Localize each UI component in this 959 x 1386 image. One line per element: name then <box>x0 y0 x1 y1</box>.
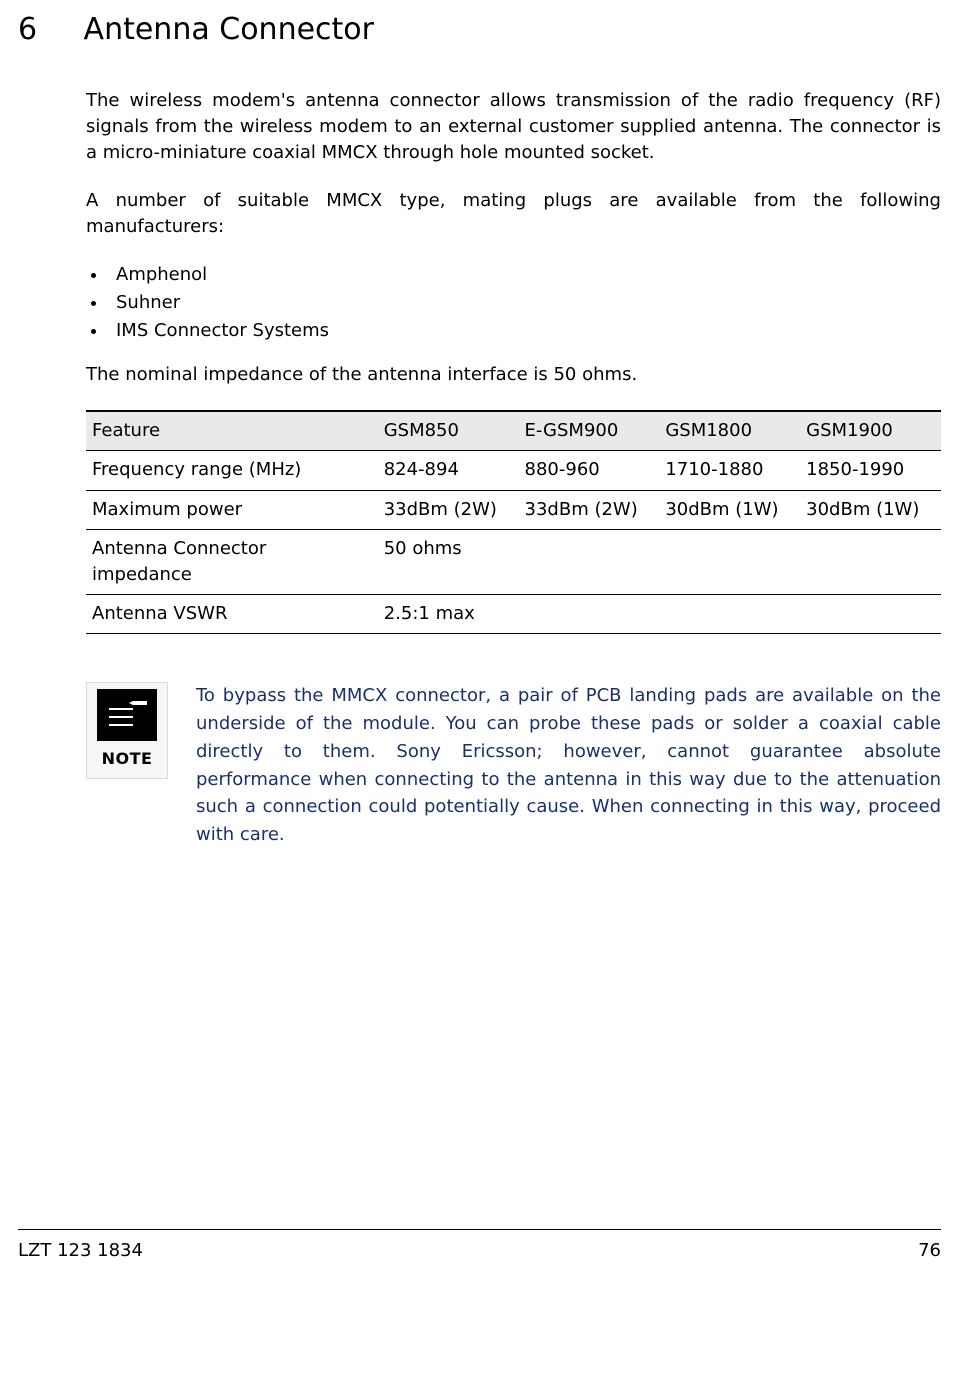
table-cell: Frequency range (MHz) <box>86 451 378 490</box>
manufacturer-list: Amphenol Suhner IMS Connector Systems <box>86 262 941 344</box>
table-cell: 30dBm (1W) <box>659 490 800 529</box>
paragraph-1: The wireless modem's antenna connector a… <box>86 88 941 166</box>
section-heading: 6 Antenna Connector <box>18 8 941 52</box>
table-cell: 824-894 <box>378 451 519 490</box>
footer-page-number: 76 <box>918 1238 941 1264</box>
table-cell: Maximum power <box>86 490 378 529</box>
table-cell: 880-960 <box>519 451 660 490</box>
table-cell: Antenna VSWR <box>86 594 378 633</box>
table-header: GSM1900 <box>800 411 941 451</box>
note-badge: NOTE <box>86 682 168 779</box>
note-block: NOTE To bypass the MMCX connector, a pai… <box>86 682 941 849</box>
note-label: NOTE <box>91 747 163 770</box>
table-cell: 2.5:1 max <box>378 594 941 633</box>
pencil-note-icon <box>97 689 157 741</box>
table-row: Antenna VSWR 2.5:1 max <box>86 594 941 633</box>
page-footer: LZT 123 1834 76 <box>18 1229 941 1264</box>
section-number: 6 <box>18 8 74 52</box>
table-header: Feature <box>86 411 378 451</box>
table-cell: 33dBm (2W) <box>378 490 519 529</box>
paragraph-3: The nominal impedance of the antenna int… <box>86 362 941 388</box>
table-cell: Antenna Connector impedance <box>86 529 378 594</box>
table-cell: 33dBm (2W) <box>519 490 660 529</box>
table-cell: 1710-1880 <box>659 451 800 490</box>
note-text: To bypass the MMCX connector, a pair of … <box>196 682 941 849</box>
list-item: Suhner <box>108 290 941 316</box>
table-header: E-GSM900 <box>519 411 660 451</box>
table-row: Frequency range (MHz) 824-894 880-960 17… <box>86 451 941 490</box>
list-item: IMS Connector Systems <box>108 318 941 344</box>
table-cell: 1850-1990 <box>800 451 941 490</box>
list-item: Amphenol <box>108 262 941 288</box>
table-header: GSM1800 <box>659 411 800 451</box>
table-header: GSM850 <box>378 411 519 451</box>
feature-table: Feature GSM850 E-GSM900 GSM1800 GSM1900 … <box>86 410 941 634</box>
table-cell: 30dBm (1W) <box>800 490 941 529</box>
section-title: Antenna Connector <box>84 12 374 47</box>
paragraph-2: A number of suitable MMCX type, mating p… <box>86 188 941 240</box>
footer-doc-id: LZT 123 1834 <box>18 1238 143 1264</box>
table-header-row: Feature GSM850 E-GSM900 GSM1800 GSM1900 <box>86 411 941 451</box>
table-row: Maximum power 33dBm (2W) 33dBm (2W) 30dB… <box>86 490 941 529</box>
table-cell: 50 ohms <box>378 529 941 594</box>
table-row: Antenna Connector impedance 50 ohms <box>86 529 941 594</box>
